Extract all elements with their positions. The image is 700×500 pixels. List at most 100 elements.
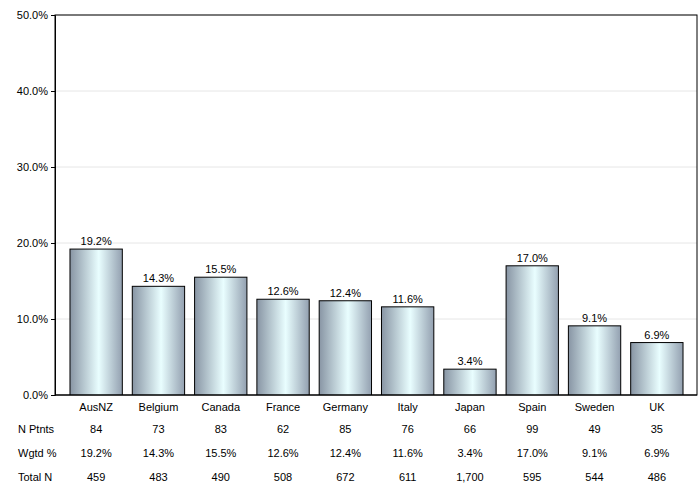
bar xyxy=(506,266,558,395)
table-cell: 19.2% xyxy=(81,447,112,459)
data-label: 9.1% xyxy=(582,312,607,324)
y-tick: 20.0% xyxy=(17,237,55,249)
x-tick: UK xyxy=(649,395,665,413)
y-axis-line xyxy=(51,16,56,396)
x-tick: Germany xyxy=(323,395,369,413)
table-cell: 3.4% xyxy=(457,447,482,459)
bar xyxy=(195,277,247,395)
x-tick-label: Italy xyxy=(398,401,419,413)
x-tick-label: Spain xyxy=(518,401,546,413)
row-label: Total N xyxy=(18,471,52,483)
table-cell: 62 xyxy=(277,423,289,435)
table-cell: 17.0% xyxy=(517,447,548,459)
bar xyxy=(381,307,433,395)
data-label: 11.6% xyxy=(392,293,423,305)
y-tick-mark xyxy=(51,167,55,168)
grid-line xyxy=(55,395,697,396)
table-cell: 490 xyxy=(212,471,230,483)
table-cell: 99 xyxy=(526,423,538,435)
x-tick: Sweden xyxy=(575,395,615,413)
table-cell: 84 xyxy=(90,423,102,435)
y-axis: 0.0% 10.0% 20.0% 30.0% 40.0% 50.0% xyxy=(17,9,56,401)
x-tick: Japan xyxy=(455,395,485,413)
y-tick: 10.0% xyxy=(17,313,55,325)
table-cell: 49 xyxy=(588,423,600,435)
chart-svg: 19.2% 14.3% 15.5% 12.6% 12.4% 11.6% 3.4% 17.0% 9… xyxy=(0,0,700,500)
y-tick-mark xyxy=(51,395,55,396)
x-tick-label: UK xyxy=(649,401,665,413)
table-cell: 672 xyxy=(336,471,354,483)
y-tick-label: 10.0% xyxy=(17,313,48,325)
data-label: 12.6% xyxy=(267,285,298,297)
x-axis: AusNZ Belgium Canada France Germany Italy Japa… xyxy=(55,395,697,413)
y-tick: 40.0% xyxy=(17,85,55,97)
plot-frame xyxy=(55,15,697,395)
y-tick-mark xyxy=(51,319,55,320)
x-tick: Canada xyxy=(201,395,240,413)
data-label: 12.4% xyxy=(330,287,361,299)
x-tick: Belgium xyxy=(139,395,179,413)
x-tick: Italy xyxy=(398,395,419,413)
table-cell: 35 xyxy=(651,423,663,435)
y-tick-label: 0.0% xyxy=(23,389,48,401)
y-tick: 50.0% xyxy=(17,9,55,21)
y-tick-label: 30.0% xyxy=(17,161,48,173)
data-table: N Ptnts84738362857666994935Wgtd %19.2%14… xyxy=(18,423,670,483)
table-cell: 83 xyxy=(215,423,227,435)
data-label: 19.2% xyxy=(81,235,112,247)
x-tick-label: Sweden xyxy=(575,401,615,413)
grid-line xyxy=(55,91,697,92)
table-cell: 6.9% xyxy=(644,447,669,459)
chart-container: 19.2% 14.3% 15.5% 12.6% 12.4% 11.6% 3.4% 17.0% 9… xyxy=(0,0,700,500)
y-tick-label: 40.0% xyxy=(17,85,48,97)
bar xyxy=(444,369,496,395)
x-tick-label: Germany xyxy=(323,401,369,413)
table-cell: 1,700 xyxy=(456,471,484,483)
table-cell: 73 xyxy=(152,423,164,435)
table-cell: 544 xyxy=(585,471,603,483)
table-cell: 9.1% xyxy=(582,447,607,459)
table-cell: 12.6% xyxy=(267,447,298,459)
y-tick-mark xyxy=(51,91,55,92)
table-row: Wgtd %19.2%14.3%15.5%12.6%12.4%11.6%3.4%… xyxy=(18,447,670,459)
table-cell: 11.6% xyxy=(392,447,423,459)
row-label: N Ptnts xyxy=(18,423,55,435)
bar xyxy=(257,299,309,395)
table-row: Total N4594834905086726111,700595544486 xyxy=(18,471,666,483)
table-cell: 14.3% xyxy=(143,447,174,459)
table-cell: 66 xyxy=(464,423,476,435)
bar xyxy=(631,343,683,395)
bar xyxy=(568,326,620,395)
data-label: 6.9% xyxy=(644,329,669,341)
x-axis-line xyxy=(55,395,697,396)
x-tick-label: AusNZ xyxy=(79,401,113,413)
y-tick: 0.0% xyxy=(23,389,55,401)
data-label: 3.4% xyxy=(457,355,482,367)
bars xyxy=(70,249,683,395)
x-tick-label: Japan xyxy=(455,401,485,413)
data-label: 14.3% xyxy=(143,272,174,284)
bar xyxy=(70,249,122,395)
x-tick-label: Canada xyxy=(201,401,240,413)
grid-line xyxy=(55,243,697,244)
bar xyxy=(132,286,184,395)
data-labels: 19.2%14.3%15.5%12.6%12.4%11.6%3.4%17.0%9… xyxy=(81,235,670,367)
row-label: Wgtd % xyxy=(18,447,57,459)
table-cell: 486 xyxy=(648,471,666,483)
table-cell: 595 xyxy=(523,471,541,483)
table-row: N Ptnts84738362857666994935 xyxy=(18,423,663,435)
y-tick-mark xyxy=(51,15,55,16)
x-tick-label: France xyxy=(266,401,300,413)
table-cell: 459 xyxy=(87,471,105,483)
y-tick-label: 50.0% xyxy=(17,9,48,21)
y-tick-label: 20.0% xyxy=(17,237,48,249)
table-cell: 15.5% xyxy=(205,447,236,459)
bar xyxy=(319,301,371,395)
x-tick-label: Belgium xyxy=(139,401,179,413)
grid-line xyxy=(55,167,697,168)
y-tick: 30.0% xyxy=(17,161,55,173)
table-cell: 611 xyxy=(399,471,417,483)
data-label: 15.5% xyxy=(205,263,236,275)
table-cell: 76 xyxy=(402,423,414,435)
grid xyxy=(55,15,697,395)
